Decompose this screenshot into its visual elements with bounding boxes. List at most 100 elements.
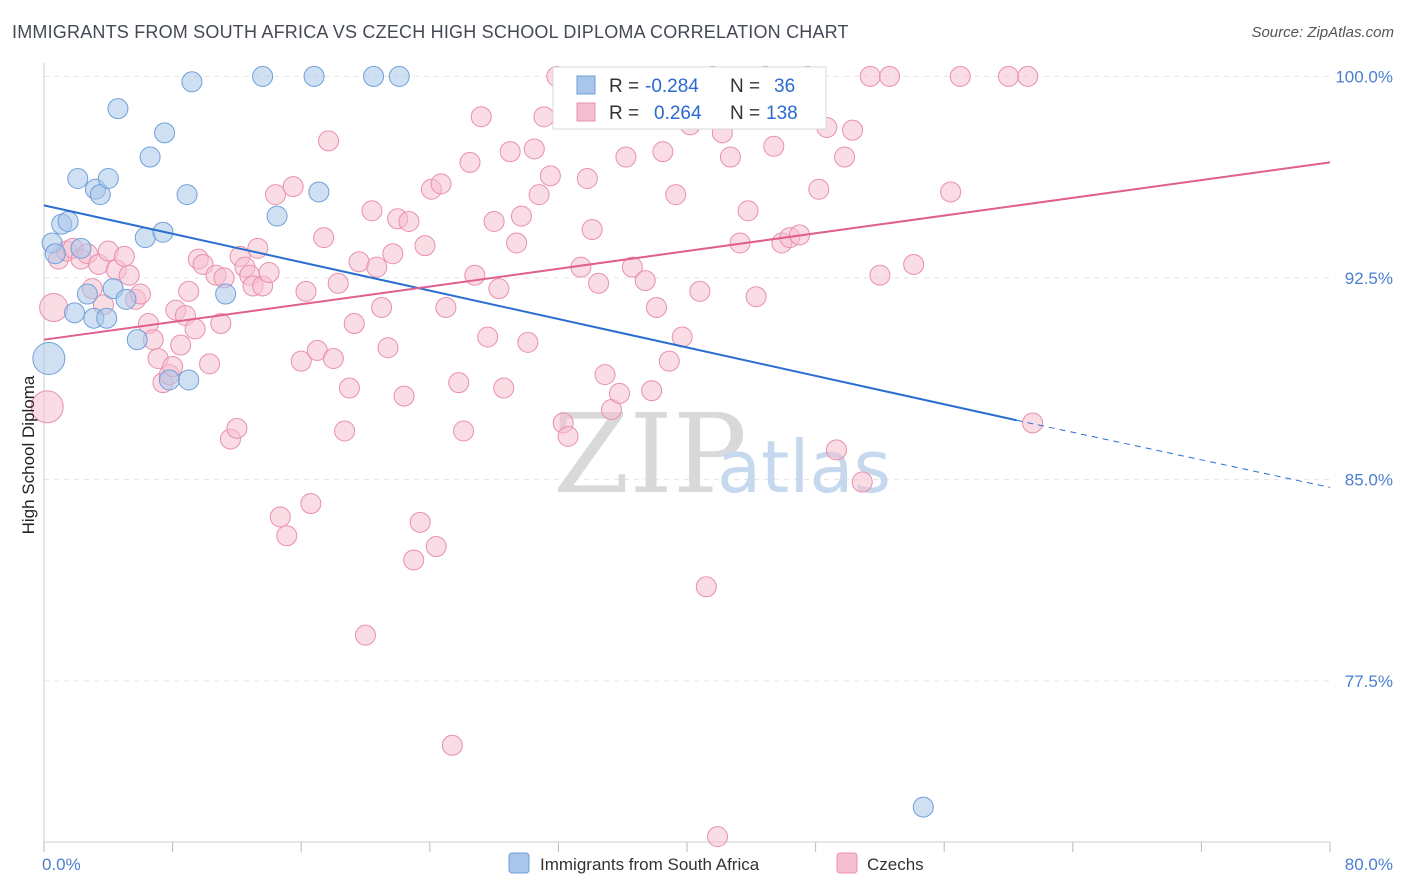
czechs-point-54 <box>334 420 356 442</box>
czechs-point-111 <box>665 184 687 206</box>
stats-legend: R = -0.284 N = 36 R = 0.264 N = 138 <box>552 66 827 130</box>
czechs-point-34 <box>226 417 248 439</box>
south-africa-point-32 <box>388 65 410 87</box>
czechs-point-97 <box>576 168 598 190</box>
czechs-point-114 <box>689 280 711 302</box>
czechs-point-13 <box>118 264 140 286</box>
czechs-point-50 <box>313 227 335 249</box>
legend-label-czechs: Czechs <box>867 855 924 874</box>
stats-n-label-2: N = <box>730 103 760 124</box>
czechs-point-72 <box>430 173 452 195</box>
south-africa-point-28 <box>266 205 288 227</box>
czechs-point-118 <box>719 146 741 168</box>
south-africa-point-27 <box>252 65 274 87</box>
south-africa-point-25 <box>181 71 203 93</box>
south-africa-point-16 <box>115 288 137 310</box>
stats-n-value-1: 36 <box>774 76 795 97</box>
czechs-point-74 <box>441 734 463 756</box>
czechs-point-100 <box>594 364 616 386</box>
south-africa-point-21 <box>154 122 176 144</box>
czechs-point-121 <box>745 286 767 308</box>
czechs-point-57 <box>348 251 370 273</box>
stats-n-label-1: N = <box>730 76 760 97</box>
czechs-point-102 <box>608 382 630 404</box>
czechs-point-79 <box>470 106 492 128</box>
czechs-point-45 <box>282 176 304 198</box>
czechs-point-12 <box>113 245 135 267</box>
czechs-point-41 <box>258 262 280 284</box>
legend-swatch-czechs <box>836 852 858 874</box>
stats-r-value-2: 0.264 <box>654 103 702 124</box>
czechs-point-136 <box>879 65 901 87</box>
czechs-point-90 <box>533 106 555 128</box>
stats-swatch-czechs <box>576 102 596 122</box>
czechs-point-23 <box>170 334 192 356</box>
czechs-point-68 <box>409 511 431 533</box>
czechs-point-110 <box>658 350 680 372</box>
south-africa-point-31 <box>363 65 385 87</box>
czechs-point-88 <box>523 138 545 160</box>
trend-lines <box>43 161 1331 488</box>
south-africa-point-29 <box>303 65 325 87</box>
watermark-atlas: atlas <box>717 425 891 509</box>
south-africa-point-17 <box>126 329 148 351</box>
south-africa-point-5 <box>64 302 86 324</box>
czechs-point-42 <box>264 184 286 206</box>
stats-r-value-1: -0.284 <box>645 76 699 97</box>
x-tick-label-1: 80.0% <box>1345 855 1393 874</box>
south-africa-point-0 <box>32 341 66 375</box>
south-africa-point-7 <box>70 237 92 259</box>
czechs-point-134 <box>859 65 881 87</box>
czechs-point-0 <box>30 390 64 424</box>
legend: Immigrants from South Africa Czechs <box>508 852 924 874</box>
czechs-point-141 <box>1017 65 1039 87</box>
czechs-point-94 <box>557 425 579 447</box>
y-tick-label-3: 77.5% <box>1345 672 1393 691</box>
y-tick-label-0: 100.0% <box>1335 67 1393 86</box>
czechs-point-115 <box>695 576 717 598</box>
czechs-point-65 <box>393 385 415 407</box>
czechs-point-26 <box>184 318 206 340</box>
czechs-point-81 <box>483 210 505 232</box>
legend-label-south-africa: Immigrants from South Africa <box>540 855 760 874</box>
czechs-point-139 <box>949 65 971 87</box>
czechs-point-137 <box>903 253 925 275</box>
czechs-point-63 <box>382 243 404 265</box>
axes <box>43 63 1331 852</box>
south-africa-points <box>32 65 934 818</box>
stats-n-value-2: 138 <box>766 103 798 124</box>
x-tick-labels: 0.0% 80.0% <box>42 855 1393 874</box>
czechs-point-123 <box>763 135 785 157</box>
czechs-point-82 <box>488 278 510 300</box>
stats-swatch-south-africa <box>576 75 596 95</box>
czechs-point-140 <box>998 65 1019 87</box>
czechs-point-39 <box>247 237 269 259</box>
y-tick-labels: 100.0% 92.5% 85.0% 77.5% <box>1335 67 1393 690</box>
czechs-point-29 <box>199 353 221 375</box>
south-africa-trend-extension <box>1016 419 1331 488</box>
chart-source: Source: ZipAtlas.com <box>1251 24 1394 41</box>
czechs-point-52 <box>322 347 344 369</box>
czechs-point-66 <box>398 210 420 232</box>
czechs-point-143 <box>707 826 729 848</box>
czechs-point-109 <box>652 141 674 163</box>
south-africa-point-19 <box>139 146 161 168</box>
czechs-point-98 <box>581 219 603 241</box>
czechs-point-47 <box>295 280 317 302</box>
czechs-point-86 <box>510 205 532 227</box>
stats-r-label-2: R = <box>609 103 639 124</box>
south-africa-point-26 <box>215 283 237 305</box>
south-africa-point-18 <box>134 227 156 249</box>
czechs-point-58 <box>355 624 376 646</box>
y-tick-label-1: 92.5% <box>1345 269 1393 288</box>
y-tick-label-2: 85.0% <box>1345 470 1393 489</box>
czechs-point-84 <box>499 141 521 163</box>
czechs-point-99 <box>588 272 610 294</box>
stats-r-label-1: R = <box>609 76 639 97</box>
czechs-point-77 <box>459 151 481 173</box>
czechs-point-103 <box>615 146 637 168</box>
czechs-point-53 <box>327 272 349 294</box>
chart-title: IMMIGRANTS FROM SOUTH AFRICA VS CZECH HI… <box>12 22 849 42</box>
south-africa-point-33 <box>912 796 934 818</box>
